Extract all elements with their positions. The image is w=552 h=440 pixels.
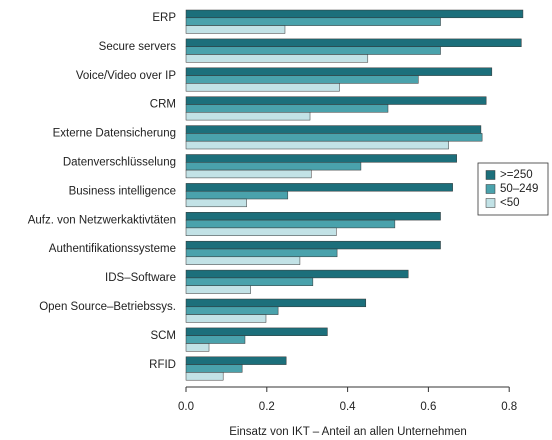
bar: [185, 269, 409, 279]
bar: [185, 248, 338, 258]
bar: [185, 25, 286, 34]
legend-swatch: [485, 170, 496, 180]
category-label: Business intelligence: [69, 185, 176, 197]
bar: [185, 356, 287, 365]
bar: [185, 38, 522, 47]
category-label: Secure servers: [99, 41, 177, 53]
bar: [185, 112, 311, 121]
bar: [185, 9, 524, 19]
bar: [185, 298, 367, 308]
category-label: ERP: [152, 12, 176, 24]
bar: [185, 54, 369, 63]
bar: [185, 67, 493, 76]
bar: [185, 364, 243, 373]
bar: [185, 219, 396, 229]
bar: [185, 256, 301, 265]
x-tick-label: 0.8: [501, 401, 517, 413]
legend-swatch: [485, 184, 496, 194]
bar: [185, 169, 312, 179]
bar: [185, 83, 340, 92]
bar: [185, 240, 441, 250]
bar: [185, 46, 441, 55]
bar: [185, 306, 279, 315]
legend-label: >=250: [500, 169, 533, 181]
x-tick-label: 0.2: [259, 401, 275, 413]
category-label: Authentifikationssysteme: [49, 243, 176, 255]
bar: [185, 190, 289, 200]
bar: [185, 212, 441, 221]
bar: [185, 343, 210, 352]
x-tick-label: 0.0: [178, 401, 194, 413]
category-label: IDS–Software: [105, 272, 176, 284]
bar: [185, 75, 419, 84]
category-label: RFID: [149, 359, 176, 371]
category-label: Voice/Video over IP: [76, 70, 176, 82]
category-label: Externe Datensicherung: [53, 128, 176, 140]
bar: [185, 335, 246, 344]
bar: [185, 314, 267, 323]
category-label: Datenverschlüsselung: [63, 157, 176, 169]
bar: [185, 285, 251, 294]
x-axis-title: Einsatz von IKT – Anteil an allen Untern…: [229, 426, 467, 438]
bar: [185, 140, 449, 150]
bar: [185, 133, 483, 142]
bar: [185, 154, 457, 163]
bar: [185, 198, 247, 208]
legend-label: <50: [500, 197, 520, 209]
bar: [185, 125, 482, 134]
bar: [185, 277, 314, 286]
category-label: SCM: [150, 330, 176, 342]
category-label: Aufz. von Netzwerkaktivtäten: [28, 214, 176, 226]
category-label: Open Source–Betriebssys.: [39, 301, 176, 313]
bar: [185, 183, 453, 192]
bar: [185, 227, 337, 236]
bar: [185, 17, 441, 26]
category-label: CRM: [150, 99, 176, 111]
x-tick-label: 0.6: [420, 401, 436, 413]
bar: [185, 96, 487, 105]
x-tick-label: 0.4: [340, 401, 357, 413]
legend-label: 50–249: [500, 183, 538, 195]
bar: [185, 162, 362, 171]
bar: [185, 104, 389, 113]
bar: [185, 372, 224, 381]
bar: [185, 327, 328, 336]
legend-swatch: [485, 198, 496, 208]
